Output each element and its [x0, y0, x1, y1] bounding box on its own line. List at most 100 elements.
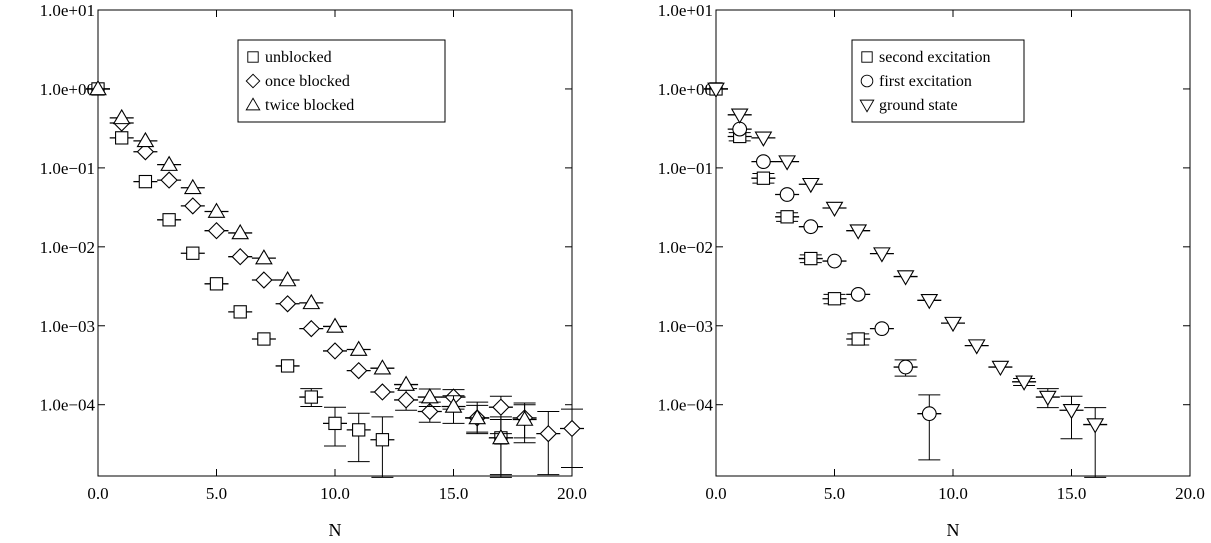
y-tick-label: 1.0e−04	[658, 396, 714, 415]
series-2-marker-11	[967, 339, 986, 355]
series-0-marker-6	[233, 305, 247, 319]
x-tick-label: 10.0	[320, 484, 350, 503]
series-2-marker-4	[801, 177, 820, 194]
series-1-marker-6	[874, 321, 890, 337]
x-tick-label: 0.0	[705, 484, 726, 503]
series-2-marker-9	[920, 294, 939, 310]
y-tick-label: 1.0e+01	[40, 1, 95, 20]
legend: second excitation first excitation ground …	[851, 39, 1025, 123]
series-2-marker-14	[420, 388, 439, 404]
series-2-marker-13	[1015, 375, 1033, 391]
legend-marker-diamond	[245, 73, 261, 89]
legend-marker-square	[247, 51, 259, 63]
series-0-marker-4	[186, 246, 200, 260]
series-1-marker-13	[421, 402, 439, 421]
left-chart: 0.0 5.0 10.0 15.0 20.0 1.0e+01 1.0e+00 1.0e−01 1…	[40, 1, 587, 540]
series-0-marker-2	[756, 171, 771, 185]
series-2-marker-16	[468, 408, 487, 425]
series-2-marker-6	[231, 223, 250, 240]
series-1-marker-1	[756, 154, 771, 170]
legend-label: first excitation	[879, 73, 972, 90]
series-1-marker-0	[732, 121, 748, 137]
y-tick-label: 1.0e−04	[40, 396, 96, 415]
series-2-marker-4	[183, 178, 202, 195]
series-circle	[727, 121, 942, 461]
series-2-marker-0	[89, 79, 107, 96]
series-2-marker-3	[778, 155, 796, 171]
series-2-marker-15	[444, 397, 463, 413]
legend-label: twice blocked	[265, 97, 354, 114]
y-tick-label: 1.0e−02	[40, 238, 95, 257]
x-tick-label: 0.0	[87, 484, 108, 503]
legend-label: once blocked	[265, 73, 350, 90]
x-tick-label: 20.0	[557, 484, 587, 503]
series-1-marker-16	[492, 398, 510, 416]
series-2-marker-8	[278, 270, 297, 287]
series-2-marker-8	[896, 270, 915, 286]
series-0-marker-12	[375, 433, 390, 447]
series-1-marker-7	[898, 359, 913, 375]
series-2-marker-12	[373, 359, 392, 375]
series-2-marker-14	[1038, 390, 1057, 407]
series-triangle-down	[704, 82, 1108, 478]
legend-marker-triangle-down	[859, 99, 875, 113]
series-square	[86, 82, 513, 478]
y-tick-label: 1.0e−01	[40, 159, 95, 178]
x-tick-label: 20.0	[1175, 484, 1205, 503]
legend-label: second excitation	[879, 49, 991, 66]
series-1-marker-11	[373, 383, 392, 401]
series-0-marker-5	[209, 277, 224, 291]
series-1-marker-3	[184, 197, 202, 215]
series-1-marker-2	[779, 187, 795, 202]
series-2-marker-7	[255, 249, 273, 265]
series-2-marker-3	[160, 155, 178, 171]
series-0-marker-2	[138, 174, 153, 189]
series-1-marker-10	[350, 361, 368, 380]
series-2-marker-16	[1086, 418, 1105, 434]
x-tick-label: 15.0	[439, 484, 469, 503]
series-2-marker-7	[873, 247, 891, 263]
series-2-marker-5	[825, 201, 844, 218]
legend-label: unblocked	[265, 49, 332, 66]
legend-label: ground state	[879, 97, 958, 114]
series-2-marker-17	[492, 428, 510, 445]
series-2-marker-10	[944, 316, 962, 333]
right-chart: 0.0 5.0 10.0 15.0 20.0 1.0e+01 1.0e+00 1.0e−01 1…	[658, 1, 1205, 540]
legend: unblocked once blocked twice blocked	[237, 39, 446, 123]
series-1-marker-6	[255, 271, 273, 289]
series-1-marker-7	[278, 295, 297, 313]
legend-box	[851, 39, 1025, 123]
series-0-marker-3	[780, 210, 794, 224]
series-0-marker-8	[280, 359, 295, 373]
series-2-marker-10	[326, 317, 344, 333]
series-1-marker-8	[302, 319, 320, 338]
series-0-marker-6	[851, 332, 865, 346]
series-2-marker-2	[754, 131, 773, 147]
legend-marker-triangle-up	[245, 97, 261, 111]
x-tick-label: 10.0	[938, 484, 968, 503]
x-tick-label: 5.0	[824, 484, 845, 503]
series-triangle-up	[86, 79, 537, 476]
series-1-marker-19	[563, 419, 581, 438]
y-tick-label: 1.0e+00	[40, 80, 95, 99]
y-tick-label: 1.0e−03	[40, 317, 95, 336]
series-0-marker-5	[827, 292, 842, 306]
series-1-marker-4	[207, 222, 226, 240]
series-2-marker-1	[730, 108, 749, 124]
series-2-marker-2	[136, 131, 155, 148]
series-2-marker-9	[302, 293, 321, 310]
series-2-marker-18	[515, 410, 534, 426]
series-1-marker-12	[397, 391, 415, 409]
y-tick-label: 1.0e−03	[658, 317, 713, 336]
legend-box	[237, 39, 446, 123]
series-0-marker-11	[352, 423, 366, 437]
y-tick-label: 1.0e+01	[658, 1, 713, 20]
series-2-marker-15	[1062, 403, 1081, 420]
y-tick-label: 1.0e+00	[658, 80, 713, 99]
series-2-marker-13	[397, 375, 415, 391]
series-2-marker-6	[849, 224, 868, 240]
x-tick-label: 15.0	[1057, 484, 1087, 503]
series-1-marker-8	[921, 406, 937, 422]
series-1-marker-18	[539, 424, 557, 443]
